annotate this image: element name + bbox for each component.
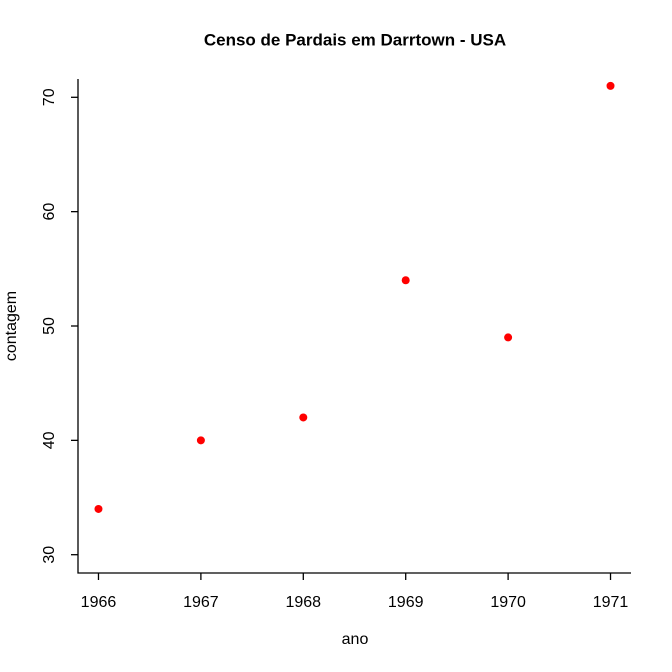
x-tick-label: 1968: [285, 594, 321, 611]
x-tick-label: 1966: [81, 594, 117, 611]
y-tick-label: 70: [41, 88, 58, 106]
point: [504, 333, 513, 342]
x-tick-label: 1967: [183, 594, 219, 611]
y-tick-label: 60: [41, 203, 58, 221]
x-axis-label: ano: [342, 631, 369, 648]
point: [401, 276, 410, 285]
chart-title: Censo de Pardais em Darrtown - USA: [204, 30, 506, 49]
y-tick-label: 40: [41, 431, 58, 449]
y-tick-label: 30: [41, 546, 58, 564]
y-tick-label: 50: [41, 317, 58, 335]
x-tick-label: 1971: [593, 594, 629, 611]
y-axis-label: contagem: [3, 291, 20, 361]
point: [196, 436, 205, 445]
point: [94, 504, 103, 513]
axis-box: [77, 79, 631, 574]
x-tick-label: 1969: [388, 594, 424, 611]
x-tick-label: 1970: [490, 594, 526, 611]
point: [606, 81, 615, 90]
point: [299, 413, 308, 422]
